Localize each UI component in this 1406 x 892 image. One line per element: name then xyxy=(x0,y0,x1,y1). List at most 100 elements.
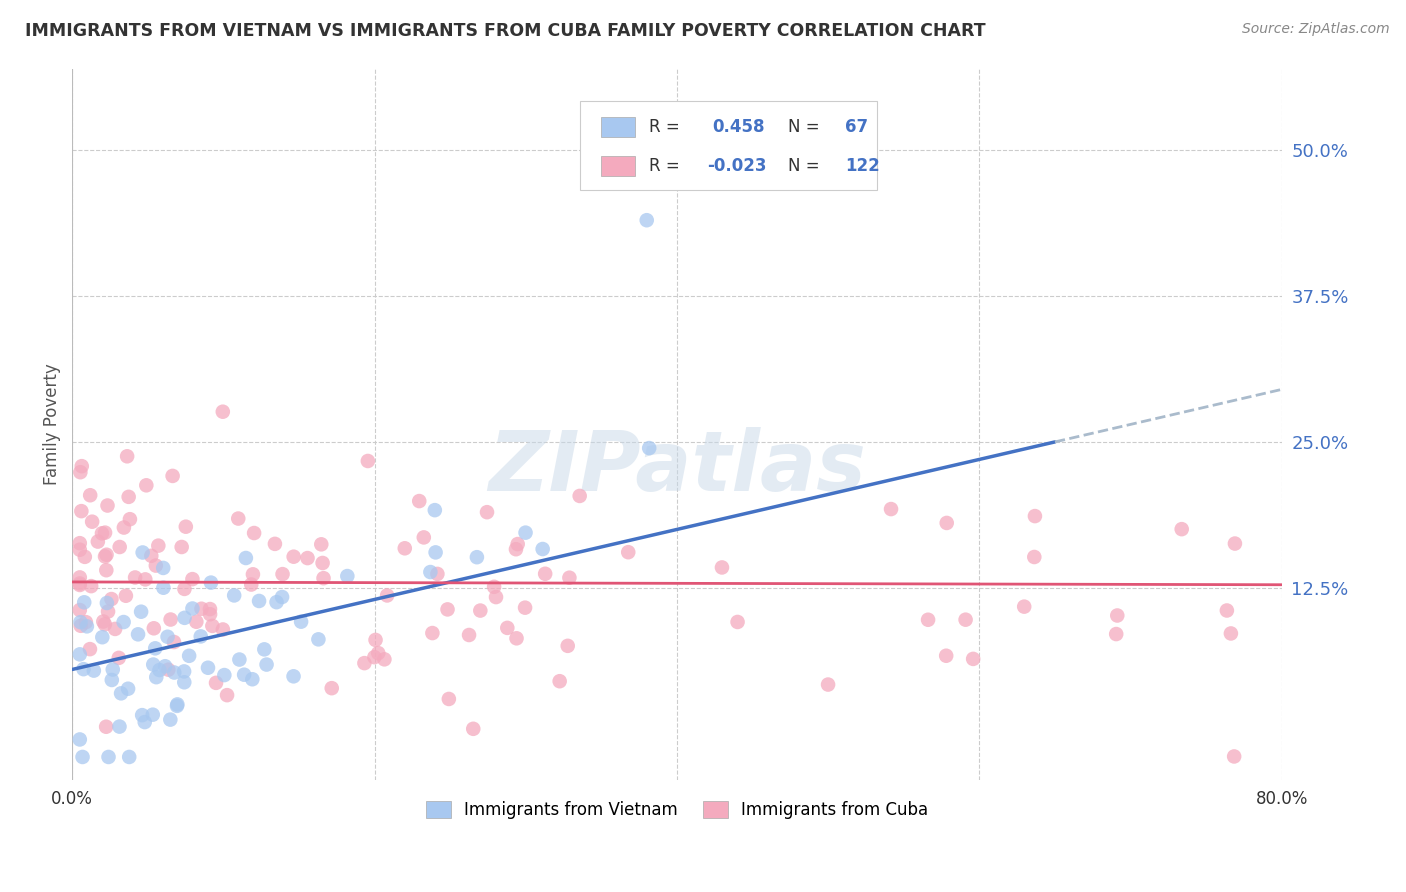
Point xyxy=(463,722,485,736)
Point xyxy=(531,541,554,556)
Text: Source: ZipAtlas.com: Source: ZipAtlas.com xyxy=(1241,22,1389,37)
Point xyxy=(240,672,263,686)
Point xyxy=(297,551,319,566)
Point xyxy=(173,582,195,596)
Point xyxy=(557,639,579,653)
Point xyxy=(96,596,118,610)
FancyBboxPatch shape xyxy=(581,101,876,189)
Point xyxy=(152,561,174,575)
Point xyxy=(181,601,204,615)
Point xyxy=(145,558,167,573)
Point xyxy=(283,549,305,564)
Text: ZIPatlas: ZIPatlas xyxy=(488,426,866,508)
Point xyxy=(475,505,498,519)
Text: R =: R = xyxy=(650,118,685,136)
Point xyxy=(131,545,153,559)
Point xyxy=(311,556,333,570)
Text: 0.458: 0.458 xyxy=(711,118,765,136)
Point xyxy=(134,573,156,587)
Point xyxy=(353,656,375,670)
Point xyxy=(173,675,195,690)
Point xyxy=(256,657,278,672)
Point xyxy=(336,569,359,583)
Point xyxy=(107,651,129,665)
Point xyxy=(412,530,434,544)
Point xyxy=(283,669,305,683)
Point xyxy=(174,519,197,533)
Point xyxy=(94,549,117,564)
Point xyxy=(159,613,181,627)
Point xyxy=(69,619,91,633)
Point xyxy=(94,617,117,632)
Point xyxy=(363,650,385,665)
Point xyxy=(217,688,239,702)
Point xyxy=(173,611,195,625)
Point xyxy=(485,590,508,604)
Point xyxy=(375,589,398,603)
Point xyxy=(226,511,249,525)
Point xyxy=(69,465,91,479)
Point xyxy=(321,681,343,695)
Point xyxy=(112,520,135,534)
Point xyxy=(425,545,447,559)
Point xyxy=(135,478,157,492)
FancyBboxPatch shape xyxy=(600,117,634,136)
Text: IMMIGRANTS FROM VIETNAM VS IMMIGRANTS FROM CUBA FAMILY POVERTY CORRELATION CHART: IMMIGRANTS FROM VIETNAM VS IMMIGRANTS FR… xyxy=(25,22,986,40)
Point xyxy=(110,686,132,700)
Point xyxy=(96,499,118,513)
Point xyxy=(72,750,94,764)
Point xyxy=(83,664,105,678)
Point xyxy=(962,652,984,666)
Point xyxy=(162,469,184,483)
Point xyxy=(108,540,131,554)
Point xyxy=(880,502,903,516)
Point xyxy=(198,607,221,622)
Text: R =: R = xyxy=(650,157,685,175)
Point xyxy=(190,629,212,643)
Point xyxy=(233,667,256,681)
Point xyxy=(156,630,179,644)
Point xyxy=(73,595,96,609)
Point xyxy=(131,708,153,723)
Point xyxy=(157,663,180,677)
Point xyxy=(200,575,222,590)
Point xyxy=(70,504,93,518)
Point xyxy=(955,613,977,627)
Point xyxy=(817,677,839,691)
Point xyxy=(97,605,120,619)
Point xyxy=(91,630,114,644)
Point xyxy=(1024,549,1046,564)
Point xyxy=(513,600,536,615)
Text: N =: N = xyxy=(789,157,825,175)
Point xyxy=(243,526,266,541)
Point xyxy=(166,698,188,713)
Point xyxy=(198,602,221,616)
Point xyxy=(290,615,312,629)
Point xyxy=(97,750,120,764)
Point xyxy=(69,615,91,629)
Point xyxy=(69,542,91,557)
Point xyxy=(364,632,387,647)
Point xyxy=(311,537,333,551)
Point xyxy=(124,570,146,584)
Text: -0.023: -0.023 xyxy=(707,157,766,175)
Point xyxy=(117,681,139,696)
Point xyxy=(142,707,165,722)
Point xyxy=(96,563,118,577)
Point xyxy=(163,665,186,680)
Point xyxy=(1024,509,1046,524)
Point xyxy=(69,732,91,747)
Point xyxy=(505,542,527,557)
Point xyxy=(166,698,188,712)
Point xyxy=(145,670,167,684)
Point xyxy=(482,580,505,594)
Point xyxy=(143,641,166,656)
Point xyxy=(141,549,163,563)
Point xyxy=(710,560,733,574)
Point xyxy=(190,601,212,615)
Point xyxy=(235,551,257,566)
Point xyxy=(935,516,957,530)
Point xyxy=(152,581,174,595)
Point xyxy=(367,646,389,660)
Point xyxy=(240,577,263,591)
